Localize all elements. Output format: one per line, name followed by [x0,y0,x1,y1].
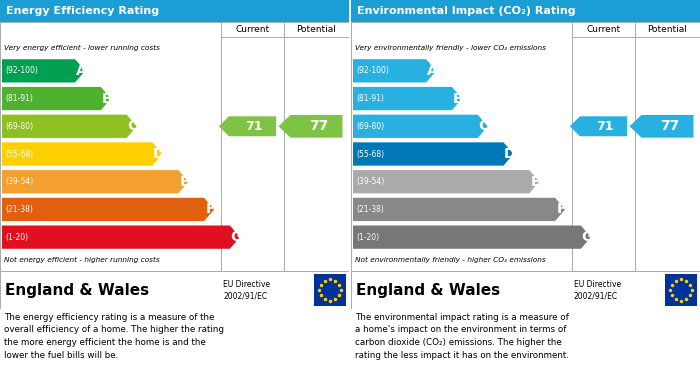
Polygon shape [219,116,276,136]
Text: A: A [427,64,438,78]
Text: G: G [581,230,593,244]
Text: C: C [479,119,489,133]
Text: F: F [205,203,215,217]
Polygon shape [2,226,240,249]
Text: (81-91): (81-91) [5,94,33,103]
Text: B: B [453,91,463,106]
Text: Current: Current [587,25,621,34]
Text: B: B [102,91,112,106]
Polygon shape [353,59,436,83]
Text: Potential: Potential [297,25,337,34]
Polygon shape [2,170,188,194]
Polygon shape [2,87,111,110]
Text: Very energy efficient - lower running costs: Very energy efficient - lower running co… [4,45,160,51]
Bar [0,0,349,22]
Text: 71: 71 [245,120,262,133]
Text: (55-68): (55-68) [356,149,384,158]
Text: 71: 71 [596,120,613,133]
Text: 77: 77 [660,119,679,133]
Text: D: D [153,147,164,161]
Text: E: E [531,175,540,189]
Text: The energy efficiency rating is a measure of the
overall efficiency of a home. T: The energy efficiency rating is a measur… [4,313,224,359]
Text: (39-54): (39-54) [5,177,34,186]
Bar [351,0,700,22]
Text: (69-80): (69-80) [5,122,33,131]
Text: (21-38): (21-38) [356,205,384,214]
Bar [0,22,349,271]
Bar [351,271,700,309]
Polygon shape [2,59,85,83]
Polygon shape [570,116,627,136]
Text: (69-80): (69-80) [356,122,384,131]
Text: (92-100): (92-100) [5,66,38,75]
Text: Not energy efficient - higher running costs: Not energy efficient - higher running co… [4,257,160,263]
Text: (81-91): (81-91) [356,94,384,103]
Polygon shape [353,142,514,166]
Polygon shape [353,198,565,221]
Text: (1-20): (1-20) [356,233,379,242]
Polygon shape [2,142,162,166]
Text: F: F [556,203,566,217]
Polygon shape [353,87,462,110]
Text: (55-68): (55-68) [5,149,33,158]
Polygon shape [629,115,694,138]
Text: Not environmentally friendly - higher CO₂ emissions: Not environmentally friendly - higher CO… [355,257,546,263]
Text: (1-20): (1-20) [5,233,28,242]
Polygon shape [279,115,342,138]
Text: (21-38): (21-38) [5,205,33,214]
Polygon shape [353,115,488,138]
Bar [665,274,697,306]
Text: Current: Current [235,25,270,34]
Text: England & Wales: England & Wales [5,283,149,298]
Text: 77: 77 [309,119,328,133]
Text: C: C [127,119,138,133]
Text: E: E [179,175,189,189]
Text: G: G [230,230,241,244]
Bar [351,22,700,271]
Text: Potential: Potential [648,25,687,34]
Text: The environmental impact rating is a measure of
a home's impact on the environme: The environmental impact rating is a mea… [355,313,569,359]
Bar [0,271,349,309]
Text: (39-54): (39-54) [356,177,384,186]
Text: Very environmentally friendly - lower CO₂ emissions: Very environmentally friendly - lower CO… [355,45,546,51]
Text: D: D [504,147,515,161]
Polygon shape [2,198,214,221]
Text: Environmental Impact (CO₂) Rating: Environmental Impact (CO₂) Rating [357,6,575,16]
Text: EU Directive
2002/91/EC: EU Directive 2002/91/EC [223,280,270,300]
Text: Energy Efficiency Rating: Energy Efficiency Rating [6,6,159,16]
Bar [314,274,346,306]
Polygon shape [2,115,136,138]
Text: England & Wales: England & Wales [356,283,500,298]
Polygon shape [353,226,591,249]
Text: A: A [76,64,87,78]
Text: EU Directive
2002/91/EC: EU Directive 2002/91/EC [574,280,621,300]
Text: (92-100): (92-100) [356,66,389,75]
Polygon shape [353,170,539,194]
